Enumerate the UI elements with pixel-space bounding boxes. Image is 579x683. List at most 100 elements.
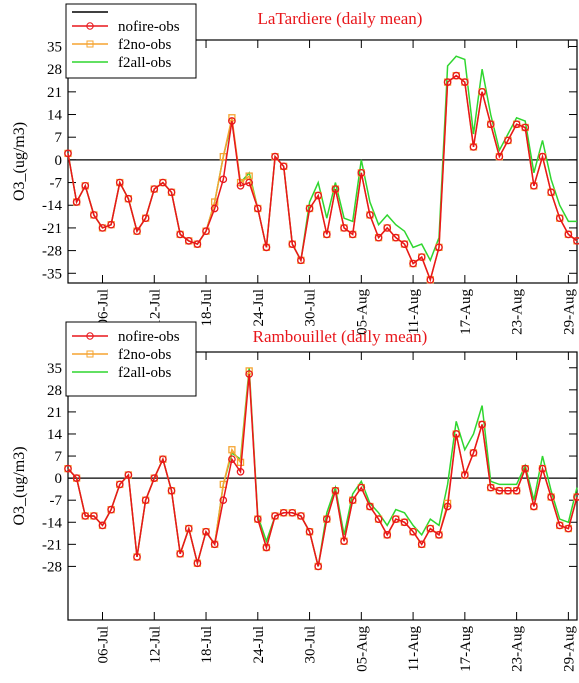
point — [357, 483, 366, 492]
point — [530, 502, 538, 511]
y-tick-label: 14 — [47, 427, 63, 443]
legend-label: nofire-obs — [118, 329, 180, 345]
series-line — [67, 74, 578, 283]
y-axis-title: O3_(ug/m3) — [11, 446, 28, 525]
point — [297, 256, 305, 265]
point — [400, 240, 409, 248]
point — [98, 224, 107, 232]
point — [115, 178, 124, 187]
plot-frame — [67, 351, 578, 621]
point — [478, 87, 486, 96]
point — [366, 502, 374, 511]
point — [383, 531, 392, 539]
point — [486, 120, 495, 129]
point — [202, 527, 210, 536]
series-line — [67, 74, 578, 283]
y-tick-label: -7 — [50, 176, 63, 192]
y-tick-label: -7 — [50, 493, 63, 509]
x-tick-label: 29-Aug — [561, 626, 577, 672]
point — [314, 191, 323, 200]
point — [193, 240, 202, 248]
point — [176, 549, 185, 558]
x-tick-label: 12-Jul — [147, 289, 163, 327]
x-tick-label: 05-Aug — [354, 289, 370, 335]
point — [435, 531, 443, 539]
point — [107, 505, 115, 514]
x-tick-label: 30-Jul — [303, 289, 319, 327]
y-tick-label: 14 — [47, 108, 63, 124]
point — [460, 471, 469, 479]
point — [366, 211, 374, 219]
x-tick-label: 05-Aug — [354, 626, 370, 672]
point — [340, 224, 348, 232]
point — [210, 204, 219, 213]
point — [90, 211, 98, 219]
y-tick-label: -14 — [42, 198, 62, 214]
point — [297, 512, 305, 520]
point — [460, 78, 469, 86]
point — [245, 367, 253, 375]
point — [555, 521, 564, 530]
point — [228, 455, 236, 464]
point — [322, 515, 331, 523]
point — [374, 515, 383, 523]
point — [478, 420, 486, 429]
point — [262, 543, 271, 552]
x-tick-label: 23-Aug — [510, 289, 526, 335]
point — [279, 508, 288, 517]
point — [409, 259, 417, 268]
point — [219, 496, 228, 505]
chart-title: Rambouillet (daily mean) — [253, 327, 428, 346]
point — [124, 471, 133, 479]
point — [141, 496, 150, 505]
legend-label: f2no-obs — [118, 347, 171, 363]
point — [64, 464, 72, 473]
legend-label: f2no-obs — [118, 37, 171, 53]
point — [81, 512, 90, 520]
x-tick-label: 23-Aug — [510, 626, 526, 672]
point — [236, 467, 245, 476]
point — [331, 486, 340, 495]
plot-frame — [67, 39, 578, 284]
x-tick-label: 18-Jul — [199, 289, 215, 327]
y-tick-label: 7 — [55, 449, 63, 465]
point — [305, 204, 314, 213]
point — [202, 227, 210, 236]
point — [288, 240, 297, 248]
point — [107, 220, 115, 229]
point — [452, 71, 461, 80]
series-line — [67, 374, 578, 567]
point — [167, 486, 176, 495]
legend-marker — [86, 22, 94, 30]
legend-marker — [86, 332, 94, 340]
point — [228, 114, 236, 122]
point — [426, 275, 435, 284]
point — [573, 493, 579, 501]
point — [219, 175, 228, 184]
point — [547, 188, 555, 197]
point — [150, 185, 159, 193]
point — [193, 559, 202, 568]
y-axis-title: O3_(ug/m3) — [11, 122, 28, 201]
point — [417, 253, 426, 261]
y-tick-label: -28 — [42, 244, 62, 260]
point — [512, 486, 521, 495]
point — [469, 143, 478, 151]
x-tick-label: 24-Jul — [251, 626, 267, 664]
point — [167, 188, 176, 197]
point — [124, 194, 133, 203]
point — [521, 123, 530, 132]
point — [159, 455, 167, 464]
point — [357, 168, 366, 177]
point — [184, 524, 193, 533]
x-tick-label: 30-Jul — [303, 626, 319, 664]
point — [564, 230, 573, 239]
point — [555, 214, 564, 223]
x-tick-label: 29-Aug — [561, 289, 577, 335]
point — [573, 237, 579, 245]
x-tick-label: 17-Aug — [458, 289, 474, 335]
point — [72, 474, 81, 482]
point — [262, 243, 271, 252]
legend-label: f2all-obs — [118, 365, 171, 381]
point — [159, 178, 167, 187]
